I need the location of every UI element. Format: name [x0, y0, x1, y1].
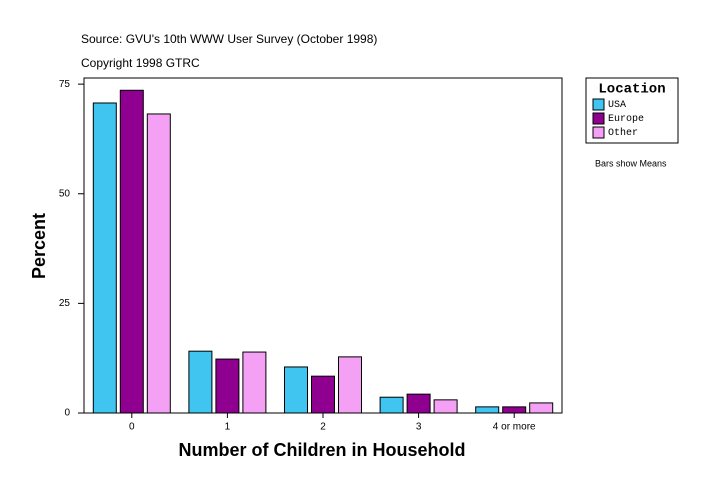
- bar: [119, 89, 144, 414]
- legend-label: USA: [608, 100, 626, 111]
- legend-swatch: [592, 112, 605, 125]
- bar: [92, 102, 117, 414]
- y-tick-label: 75: [59, 79, 71, 90]
- y-tick-label: 50: [59, 188, 71, 199]
- y-tick-label: 25: [59, 298, 71, 309]
- bar: [433, 399, 458, 414]
- x-tick-label: 1: [225, 422, 231, 433]
- chart-subtitle: Copyright 1998 GTRC: [81, 56, 200, 70]
- bar: [338, 356, 362, 414]
- bar: [311, 375, 335, 414]
- bar: [475, 406, 500, 414]
- annotation: Bars show Means: [595, 158, 667, 168]
- bar: [406, 393, 431, 414]
- legend-label: Europe: [608, 114, 644, 125]
- legend-title: Location: [598, 82, 665, 98]
- legend-swatch: [592, 98, 605, 111]
- x-tick-label: 2: [320, 422, 326, 433]
- bar: [284, 366, 308, 414]
- bar: [529, 402, 554, 414]
- chart-title: Source: GVU's 10th WWW User Survey (Octo…: [81, 32, 377, 46]
- x-tick-label: 4 or more: [493, 422, 536, 433]
- legend-label: Other: [608, 127, 638, 139]
- x-tick-label: 3: [416, 422, 422, 433]
- bar: [502, 406, 527, 414]
- legend-swatch: [592, 126, 605, 139]
- bar: [146, 113, 171, 414]
- bar: [188, 350, 213, 414]
- bar: [379, 396, 404, 414]
- bar: [215, 358, 240, 414]
- y-tick-label: 0: [64, 408, 70, 419]
- x-axis-title: Number of Children in Household: [179, 440, 466, 460]
- bar: [242, 351, 267, 414]
- y-axis-title: Percent: [29, 213, 49, 279]
- x-tick-label: 0: [129, 422, 135, 433]
